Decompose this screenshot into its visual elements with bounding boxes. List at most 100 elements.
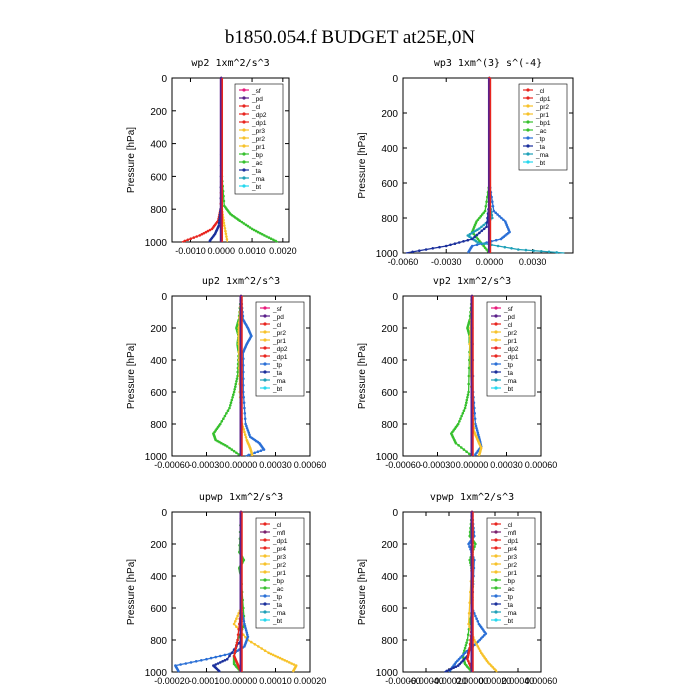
series-point-ta: [485, 221, 489, 224]
series-point-tp: [483, 633, 486, 637]
legend-marker: [494, 602, 498, 606]
series-point-dp1: [468, 452, 471, 456]
series-point-tp: [246, 429, 250, 432]
series-point-pr1: [468, 601, 472, 604]
series-point-tp: [478, 638, 482, 642]
figure-title: b1850.054.f BUDGET at25E,0N: [225, 27, 476, 48]
series-point-ta: [230, 651, 234, 655]
series-point-ac: [254, 229, 258, 233]
series-point-tp: [244, 627, 247, 630]
legend-marker: [242, 96, 246, 100]
legend-marker: [263, 346, 267, 350]
series-point-bp1: [482, 244, 486, 248]
series-point-tp: [244, 422, 247, 426]
series-point-pr1: [243, 433, 247, 437]
series-point-tp: [491, 200, 494, 203]
legend-label: _pr1: [272, 338, 286, 345]
series-point-tp: [189, 661, 193, 664]
legend-marker: [242, 144, 246, 148]
series-point-dp1: [460, 414, 463, 418]
y-tick-label: 0: [161, 74, 167, 85]
series-point-dp1: [231, 396, 234, 399]
legend-label: _ma: [535, 152, 549, 159]
y-tick-label: 1000: [145, 668, 168, 679]
series-point-bp: [464, 644, 468, 647]
series-point-tp: [214, 655, 217, 659]
legend-label: _cl: [503, 322, 513, 329]
series-point-dp1: [220, 420, 224, 423]
legend-marker: [494, 594, 498, 598]
y-tick-label: 400: [381, 144, 398, 155]
legend-marker: [494, 362, 498, 366]
series-point-ta: [478, 231, 481, 235]
series-point-pr1: [467, 612, 471, 615]
legend-label: _pr1: [272, 570, 286, 577]
y-tick-label: 1000: [145, 238, 168, 249]
series-point-ma: [480, 225, 483, 229]
legend-label: _ma: [503, 610, 517, 617]
series-point-tp: [184, 662, 188, 665]
series-point-dp1: [236, 370, 239, 374]
legend-marker: [526, 104, 530, 108]
legend-marker: [494, 322, 498, 326]
legend-label: _pr1: [251, 144, 265, 151]
y-tick-label: 600: [150, 172, 167, 183]
legend-label: _ta: [272, 370, 282, 377]
series-point-tp: [474, 614, 477, 618]
series-point-bp: [465, 641, 468, 644]
x-tick-label: 0.0010: [238, 246, 266, 256]
legend-label: _ma: [272, 378, 286, 385]
series-point-ta: [460, 661, 463, 664]
y-tick-label: 200: [150, 540, 167, 551]
series-point-ta: [480, 229, 484, 233]
series-point-dp1: [467, 382, 471, 386]
chart-panel-5: vpwp 1xm^2/s^3 Pressure [hPa] 0 200 400 600 80…: [357, 492, 557, 686]
legend-marker: [494, 354, 498, 358]
legend-marker: [494, 570, 498, 574]
series-point-ac: [248, 226, 252, 229]
legend-label: _dp1: [272, 354, 288, 361]
series-point-dp1: [220, 441, 223, 445]
series-point-bp1: [483, 246, 487, 250]
series-point-tp: [262, 448, 266, 451]
series-point-tp: [242, 620, 246, 623]
series-point-tp: [253, 451, 257, 455]
series-point-ta: [457, 241, 461, 244]
legend-label: _pr1: [535, 112, 549, 119]
series-point-ta: [447, 668, 451, 672]
legend-marker: [526, 136, 530, 140]
series-point-ta: [485, 225, 488, 229]
series-point-ta: [462, 240, 465, 243]
series-point-tp: [205, 657, 208, 661]
legend-label: _ta: [503, 602, 513, 609]
series-point-ma: [468, 233, 472, 236]
y-tick-label: 600: [381, 604, 398, 615]
panel-title: vpwp 1xm^2/s^3: [430, 492, 514, 503]
x-tick-label: 0.0030: [519, 257, 547, 267]
x-tick-label: -0.00030: [189, 460, 225, 470]
legend-label: _pr1: [503, 338, 517, 345]
series-point-bp: [474, 542, 477, 546]
legend-label: _tp: [503, 594, 513, 601]
series-point-dp1: [232, 449, 236, 453]
legend-marker: [263, 386, 267, 390]
series-point-dp1: [457, 444, 460, 447]
series-point-tp: [243, 412, 247, 415]
series-line-tp: [448, 511, 487, 673]
series-point-dp1: [235, 451, 238, 455]
series-point-tp: [242, 401, 246, 405]
series-point-dp1: [464, 404, 468, 407]
series-point-ta: [225, 657, 229, 661]
series-point-tp: [492, 209, 496, 213]
x-tick-label: 0.0000: [207, 246, 235, 256]
series-point-tp: [475, 429, 479, 432]
legend-marker: [526, 88, 530, 92]
series-point-ta: [431, 247, 435, 250]
legend-marker: [494, 522, 498, 526]
legend-label: _ma: [503, 378, 517, 385]
series-point-dp1: [236, 638, 239, 642]
series-point-pr1: [235, 625, 238, 628]
y-tick-label: 0: [161, 508, 167, 519]
x-tick-label: 0.00000: [456, 676, 489, 686]
legend-label: _dp1: [251, 120, 267, 127]
